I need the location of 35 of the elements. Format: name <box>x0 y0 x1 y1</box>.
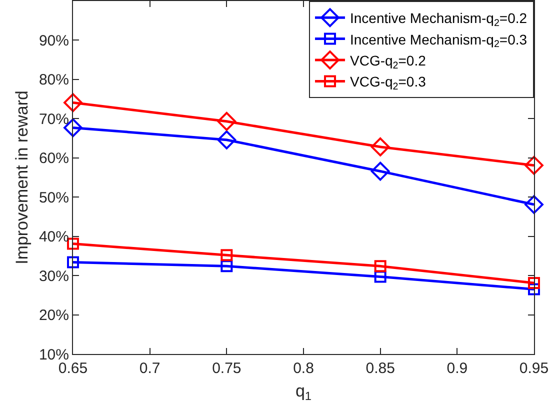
point <box>374 270 386 283</box>
point <box>370 162 390 181</box>
legend-label: VCG-q$_{2}$=0.3 <box>350 74 426 93</box>
point <box>217 130 236 150</box>
point <box>528 277 540 290</box>
x-tick-label: 0.95 <box>519 360 549 377</box>
y-tick-label: 50% <box>38 189 69 206</box>
point <box>217 112 236 131</box>
y-tick-label: 40% <box>38 228 69 246</box>
y-tick-label: 60% <box>38 150 69 168</box>
point <box>220 260 233 272</box>
y-tick-label: 20% <box>38 307 69 324</box>
y-tick-label: 70% <box>38 110 69 128</box>
legend-label: Incentive Mechanism-q$_{2}$=0.3 <box>350 31 528 50</box>
point <box>220 249 233 262</box>
point <box>67 256 79 268</box>
y-tick-label: 30% <box>38 268 69 285</box>
y-tick-label: 90% <box>38 32 69 50</box>
y-axis-title: Improvement in reward <box>12 90 32 264</box>
x-axis-title: q$_{1}$ <box>295 381 312 403</box>
point <box>374 260 386 272</box>
x-tick-label: 0.75 <box>212 360 242 377</box>
point <box>370 137 390 156</box>
x-tick-label: 0.7 <box>139 360 160 377</box>
legend-label: Incentive Mechanism-q$_{2}$=0.2 <box>350 10 528 29</box>
x-tick-label: 0.8 <box>293 360 314 377</box>
x-tick-label: 0.85 <box>366 360 395 377</box>
point <box>524 195 544 214</box>
y-tick-label: 80% <box>38 72 69 89</box>
point <box>524 156 544 175</box>
point <box>67 238 79 250</box>
legend-label: VCG-q$_{2}$=0.2 <box>350 52 426 72</box>
point <box>528 283 540 296</box>
x-tick-label: 0.9 <box>446 360 468 377</box>
point <box>64 93 82 112</box>
